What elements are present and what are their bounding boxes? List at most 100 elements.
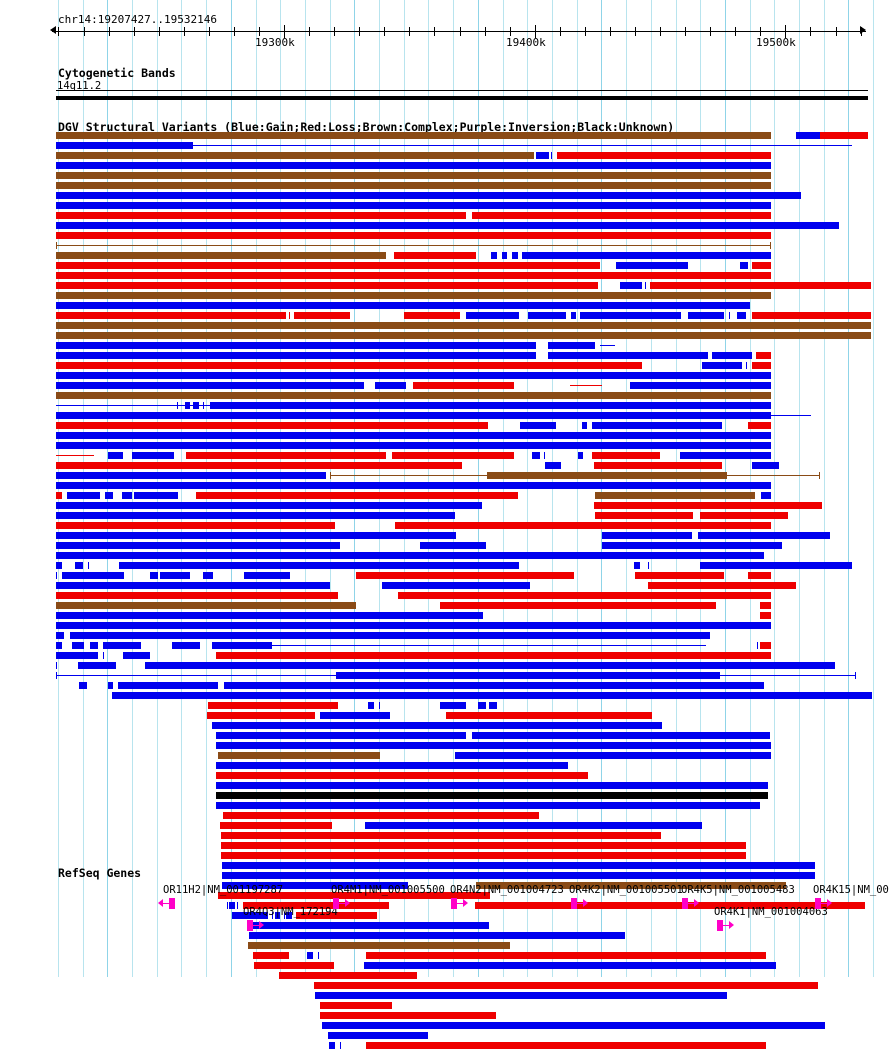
arrow-right-icon[interactable] [860,26,866,34]
dgv-variant-segment[interactable] [688,312,724,319]
dgv-variant-segment[interactable] [222,882,408,889]
gene-glyph[interactable] [247,920,267,931]
dgv-variant-segment[interactable] [75,562,83,569]
dgv-variant-row[interactable] [0,472,890,480]
dgv-variant-segment[interactable] [103,642,141,649]
dgv-variant-segment[interactable] [222,862,815,869]
dgv-variant-segment[interactable] [395,522,771,529]
dgv-variant-segment[interactable] [472,212,771,219]
dgv-variant-segment[interactable] [491,252,497,259]
dgv-variant-segment[interactable] [748,422,771,429]
dgv-variant-segment[interactable] [56,322,871,329]
dgv-variant-segment[interactable] [56,302,750,309]
dgv-variant-endcap[interactable] [340,1042,341,1049]
dgv-variant-row[interactable] [0,482,890,490]
dgv-variant-segment[interactable] [364,962,776,969]
dgv-variant-connector[interactable] [600,345,615,346]
dgv-variant-endcap[interactable] [272,912,273,919]
dgv-variant-segment[interactable] [221,842,746,849]
dgv-variant-segment[interactable] [56,132,771,139]
dgv-variant-row[interactable] [0,832,890,840]
dgv-variant-row[interactable] [0,332,890,340]
dgv-variant-segment[interactable] [249,932,625,939]
dgv-variant-segment[interactable] [595,492,755,499]
dgv-variant-segment[interactable] [366,1042,766,1049]
dgv-variant-endcap[interactable] [757,642,758,649]
dgv-variant-segment[interactable] [548,342,595,349]
dgv-variant-segment[interactable] [56,182,771,189]
dgv-variant-segment[interactable] [56,602,356,609]
dgv-variant-segment[interactable] [218,892,490,899]
dgv-variant-segment[interactable] [72,642,84,649]
dgv-variant-row[interactable] [0,502,890,510]
dgv-variant-row[interactable] [0,412,890,420]
dgv-variant-segment[interactable] [207,712,315,719]
dgv-variant-row[interactable] [0,752,890,760]
dgv-variant-row[interactable] [0,552,890,560]
dgv-variant-segment[interactable] [78,662,116,669]
dgv-variant-segment[interactable] [56,562,62,569]
dgv-variant-row[interactable] [0,182,890,190]
dgv-variant-segment[interactable] [56,512,455,519]
dgv-variant-row[interactable] [0,1032,890,1040]
dgv-variant-segment[interactable] [208,702,280,709]
dgv-variant-row[interactable] [0,602,890,610]
dgv-variant-segment[interactable] [56,152,534,159]
dgv-variant-segment[interactable] [296,912,377,919]
dgv-variant-segment[interactable] [375,382,406,389]
dgv-variant-segment[interactable] [548,352,708,359]
dgv-variant-row[interactable] [0,142,890,150]
dgv-variant-segment[interactable] [592,422,722,429]
dgv-variant-segment[interactable] [248,942,510,949]
dgv-variant-segment[interactable] [216,732,466,739]
dgv-variant-segment[interactable] [320,1002,392,1009]
dgv-variant-segment[interactable] [420,542,486,549]
dgv-variant-connector[interactable] [272,645,706,646]
dgv-variant-segment[interactable] [218,752,380,759]
dgv-variant-endcap[interactable] [746,362,747,369]
dgv-variant-endcap[interactable] [544,452,545,459]
dgv-variant-row[interactable] [0,562,890,570]
dgv-variant-segment[interactable] [392,452,514,459]
dgv-variant-segment[interactable] [67,492,100,499]
dgv-variant-segment[interactable] [172,642,200,649]
dgv-variant-segment[interactable] [440,602,716,609]
dgv-variant-segment[interactable] [440,702,466,709]
dgv-variant-segment[interactable] [455,752,771,759]
dgv-variant-segment[interactable] [329,1042,335,1049]
dgv-variant-row[interactable] [0,202,890,210]
gene-glyph[interactable] [815,898,835,909]
dgv-variant-segment[interactable] [336,672,720,679]
dgv-variant-connector[interactable] [193,145,852,146]
dgv-variant-endcap[interactable] [648,562,649,569]
dgv-variant-segment[interactable] [216,802,760,809]
dgv-variant-segment[interactable] [594,502,822,509]
dgv-variant-row[interactable] [0,802,890,810]
dgv-variant-endcap[interactable] [770,242,771,249]
dgv-variant-row[interactable] [0,392,890,400]
dgv-variant-segment[interactable] [56,272,771,279]
dgv-variant-row[interactable] [0,932,890,940]
dgv-variant-row[interactable] [0,362,890,370]
dgv-variant-segment[interactable] [62,572,124,579]
dgv-variant-segment[interactable] [382,582,530,589]
dgv-variant-segment[interactable] [752,312,871,319]
gene-glyph[interactable] [451,898,471,909]
dgv-variant-row[interactable] [0,862,890,870]
dgv-variant-row[interactable] [0,902,890,910]
dgv-variant-segment[interactable] [571,312,576,319]
dgv-variant-segment[interactable] [700,512,788,519]
dgv-variant-segment[interactable] [286,912,292,919]
dgv-variant-segment[interactable] [476,882,786,889]
dgv-variant-row[interactable] [0,512,890,520]
dgv-variant-row[interactable] [0,1012,890,1020]
dgv-variant-segment[interactable] [56,632,64,639]
dgv-variant-row[interactable] [0,272,890,280]
dgv-variant-row[interactable] [0,442,890,450]
dgv-variant-segment[interactable] [56,382,364,389]
dgv-variant-segment[interactable] [220,822,332,829]
dgv-variant-segment[interactable] [203,572,213,579]
dgv-variant-endcap[interactable] [227,902,228,909]
arrow-left-icon[interactable] [50,26,56,34]
dgv-variant-segment[interactable] [413,382,514,389]
